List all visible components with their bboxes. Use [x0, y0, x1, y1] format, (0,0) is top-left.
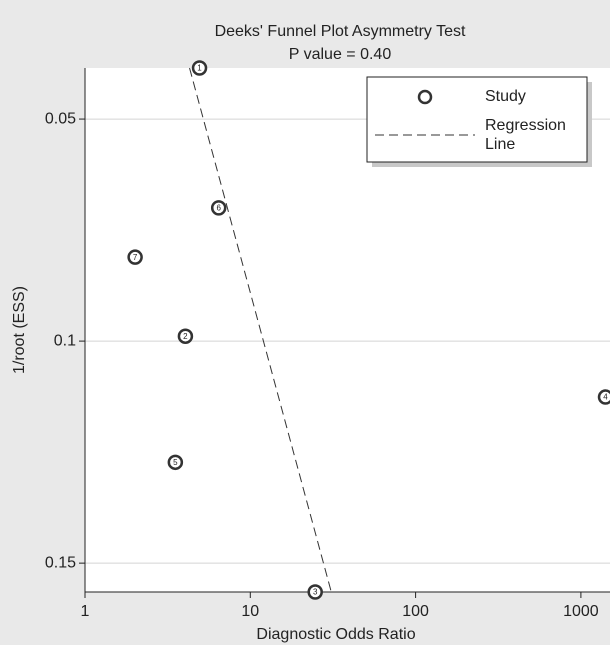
study-point: [210, 200, 227, 216]
study-label: 7: [133, 253, 138, 262]
x-axis-label: Diagnostic Odds Ratio: [256, 626, 415, 643]
y-tick-label: 0.15: [45, 554, 76, 571]
x-tick-label: 1000: [563, 603, 599, 620]
y-axis-label: 1/root (ESS): [11, 286, 28, 374]
study-point: [191, 60, 208, 76]
study-point: [177, 328, 194, 344]
study-point: [167, 454, 184, 471]
study-label: 3: [313, 588, 318, 597]
y-tick-label: 0.1: [54, 332, 76, 349]
x-tick-label: 10: [241, 603, 259, 620]
y-tick-label: 0.05: [45, 110, 76, 127]
chart-title: Deeks' Funnel Plot Asymmetry Test: [215, 23, 466, 40]
study-label: 6: [216, 203, 221, 212]
study-point: [127, 249, 143, 265]
legend-box: [366, 76, 588, 163]
chart-subtitle: P value = 0.40: [289, 46, 392, 63]
legend-label: Study: [485, 88, 526, 105]
study-label: 2: [183, 332, 188, 341]
legend-label: Regression Line: [485, 117, 566, 153]
legend-marker: [417, 89, 433, 105]
x-tick-label: 1: [81, 603, 90, 620]
x-tick-label: 100: [402, 603, 429, 620]
study-label: 5: [173, 458, 178, 467]
study-label: 1: [197, 64, 202, 73]
study-label: 4: [603, 393, 608, 402]
study-point: [307, 584, 323, 600]
regression-line: [189, 67, 332, 593]
study-point: [597, 389, 610, 405]
